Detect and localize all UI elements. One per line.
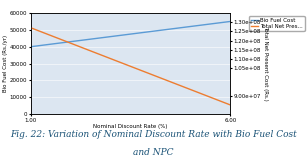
Legend: Bio Fuel Cost, Total Net Pres...: Bio Fuel Cost, Total Net Pres... (249, 16, 305, 31)
X-axis label: Nominal Discount Rate (%): Nominal Discount Rate (%) (93, 124, 168, 129)
Y-axis label: Total Net Present Cost (Rs.): Total Net Present Cost (Rs.) (263, 26, 268, 101)
Text: and NPC: and NPC (133, 148, 174, 157)
Y-axis label: Bio Fuel Cost (Rs./yr): Bio Fuel Cost (Rs./yr) (3, 35, 8, 92)
Text: Fig. 22: Variation of Nominal Discount Rate with Bio Fuel Cost: Fig. 22: Variation of Nominal Discount R… (10, 130, 297, 139)
